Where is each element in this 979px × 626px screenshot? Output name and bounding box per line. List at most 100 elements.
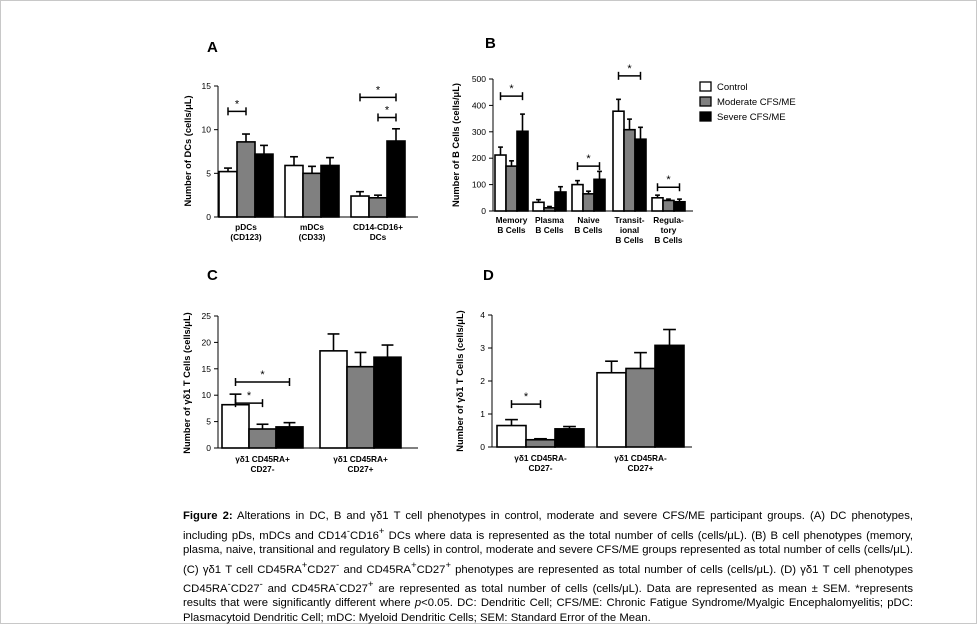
caption-text: are represented as total number of cells… [183,582,914,610]
bar [248,428,277,449]
bar [320,164,340,218]
caption-text: CD27 [416,563,446,576]
y-axis-label: Number of γδ1 T Cells (cells/μL) [182,312,192,454]
bar [373,356,402,449]
bar [218,170,238,218]
legend-entry: Moderate CFS/ME [717,97,796,108]
y-tick-label: 0 [206,443,211,453]
x-tick-label: CD14-CD16+ [353,222,403,232]
bar [525,438,556,448]
legend-swatch [699,96,712,107]
caption-text: CD27 [307,563,337,576]
x-tick-label: Naive [577,215,600,225]
y-tick-label: 1 [480,409,485,419]
caption-text: CD16 [350,529,379,542]
significance-star: * [385,104,390,116]
bar [386,140,406,218]
y-tick-label: 0 [206,212,211,222]
x-tick-label: Transit- [615,215,645,225]
bar [505,165,518,212]
caption-text: Alterations in DC, B and γδ1 T cell phen… [183,510,914,542]
bar [571,183,584,212]
bar [554,191,567,212]
bar [494,154,507,212]
x-tick-label: Plasma [535,215,564,225]
caption-label: Figure 2: [183,510,233,522]
bar [350,195,370,218]
bar [319,350,348,449]
x-tick-label: pDCs [235,222,257,232]
caption-sup: + [378,524,385,536]
bar [236,141,256,218]
bar [543,207,556,212]
x-tick-label: γδ1 CD45RA+ [333,454,388,464]
x-tick-label: Regula- [653,215,684,225]
bar [612,110,625,212]
y-tick-label: 5 [206,168,211,178]
legend-swatch [699,81,712,92]
significance-star: * [586,153,591,165]
y-tick-label: 4 [480,310,485,320]
x-tick-label: (CD33) [299,232,326,242]
bar [221,403,250,449]
caption-text: <0.05. DC: Dendritic Cell; CFS/ME: Chron… [183,597,913,624]
x-tick-label: mDCs [300,222,324,232]
caption-text: and CD45RA [262,582,336,595]
significance-star: * [627,63,632,75]
x-tick-label: CD27- [251,464,275,474]
legend-entry: Severe CFS/ME [717,112,786,123]
caption-sup: + [411,558,417,570]
y-axis-label: Number of DCs (cells/μL) [183,95,193,206]
bar [346,365,375,449]
x-tick-label: (CD123) [230,232,262,242]
bar [651,197,664,212]
significance-star: * [376,84,381,96]
y-tick-label: 5 [206,417,211,427]
legend-entry: Control [717,82,748,93]
caption-text: phenotypes are represented as total numb… [183,563,913,595]
bar [662,199,675,212]
bar [302,172,322,218]
bar [673,200,686,212]
caption-text: CD27 [230,582,260,595]
bar [634,138,647,212]
bar [654,344,685,448]
bar [582,193,595,212]
y-tick-label: 300 [472,127,486,137]
caption-sup: - [346,524,351,536]
x-tick-label: B Cells [535,225,564,235]
bar [625,367,656,448]
y-tick-label: 20 [202,337,212,347]
significance-star: * [235,98,240,110]
caption-text: CD27 [339,582,368,595]
y-tick-label: 500 [472,74,486,84]
x-tick-label: B Cells [654,235,683,245]
bar [254,153,274,218]
caption-sup: - [259,577,263,589]
significance-star: * [524,391,529,403]
y-tick-label: 15 [202,81,212,91]
caption-sup: - [227,577,231,589]
caption-sup: + [301,558,308,570]
caption-sup: + [367,577,374,589]
y-tick-label: 15 [202,364,212,374]
x-tick-label: tory [661,225,677,235]
significance-star: * [260,369,265,381]
y-tick-label: 0 [481,206,486,216]
figure-caption: Figure 2: Alterations in DC, B and γδ1 T… [183,509,913,625]
bar [596,371,627,448]
bar [554,428,585,448]
bar [284,164,304,218]
bar [275,426,304,449]
bar [516,130,529,212]
x-tick-label: DCs [370,232,387,242]
caption-text: and CD45RA [339,563,412,576]
caption-p-italic: p [414,597,422,610]
caption-sup: - [335,577,340,589]
y-tick-label: 3 [480,343,485,353]
significance-star: * [509,83,514,95]
significance-star: * [666,174,671,186]
panel-letter-D: D [483,267,494,284]
